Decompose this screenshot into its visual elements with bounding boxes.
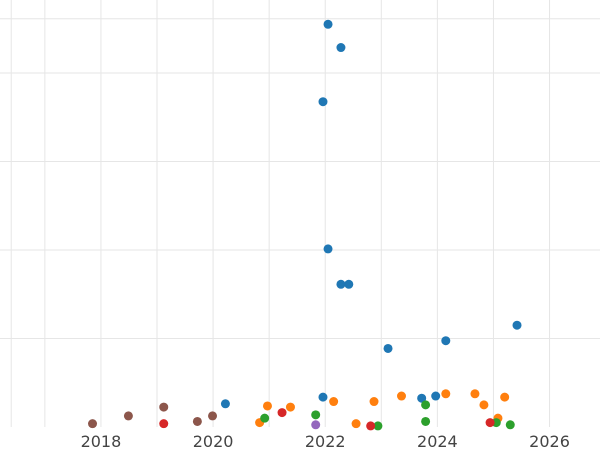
data-point [500,392,510,402]
x-tick-label: 2024 [417,432,458,450]
x-tick-label: 2018 [81,432,122,450]
data-point [336,279,346,289]
data-point [421,416,431,426]
data-point [88,419,98,429]
data-point [373,421,383,431]
data-point [311,420,321,430]
data-point [431,391,441,401]
data-point [344,279,354,289]
data-point [336,43,346,53]
data-points [88,19,522,431]
data-point [369,397,379,407]
data-point [262,401,272,411]
data-point [505,420,515,430]
data-point [123,411,133,421]
data-point [441,389,451,399]
data-point [277,408,287,418]
data-point [479,400,489,410]
data-point [366,421,376,431]
data-point [159,402,169,412]
data-point [485,418,495,428]
data-point [417,393,427,403]
data-point [491,418,501,428]
data-point [512,320,522,330]
data-point [208,411,218,421]
data-point [260,413,270,423]
data-point [318,97,328,107]
data-point [383,343,393,353]
data-point [323,244,333,254]
data-point [441,336,451,346]
data-point [159,419,169,429]
data-point [396,391,406,401]
grid [0,0,600,427]
data-point [323,19,333,29]
data-point [220,399,230,409]
data-point [421,400,431,410]
data-point [329,397,339,407]
x-axis-tick-labels: 2018 2020 2022 2024 2026 [81,432,570,450]
data-point [351,419,361,429]
data-point [311,410,321,420]
x-tick-label: 2020 [193,432,234,450]
data-point [470,389,480,399]
data-point [318,392,328,402]
data-point [192,416,202,426]
data-point [285,402,295,412]
x-tick-label: 2026 [529,432,570,450]
x-tick-label: 2022 [305,432,346,450]
